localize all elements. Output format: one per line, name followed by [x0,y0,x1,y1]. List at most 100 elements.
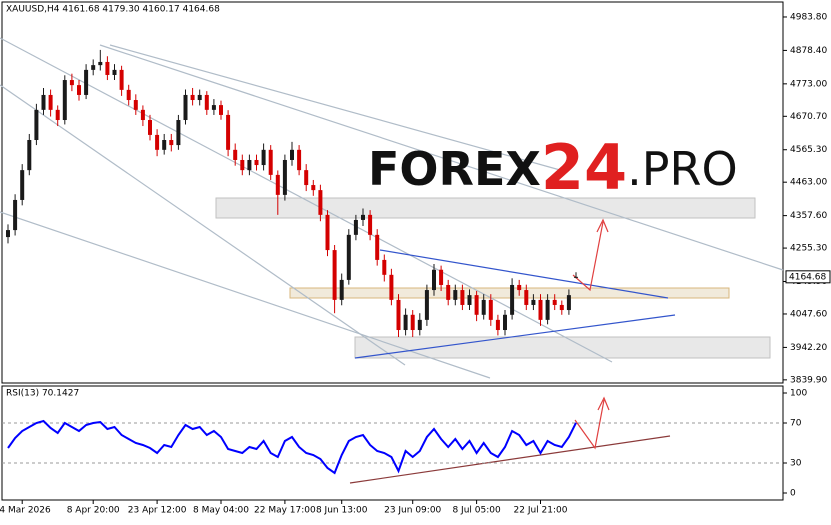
candle-body [481,299,486,315]
x-tick-label: 24 Mar 2026 [0,506,51,516]
candle-body [361,214,365,220]
candle-body [545,299,550,320]
arrow [574,399,605,450]
x-tick-label: 8 Jul 05:00 [452,506,501,516]
trend-line [354,314,676,359]
x-tick-label: 23 Apr 12:00 [128,506,187,516]
candle-body [282,159,287,195]
candle-body [48,94,53,110]
rsi-line [7,419,577,475]
candle-body [91,65,96,70]
candle-body [297,149,302,171]
candle-body [27,139,32,171]
candle-body [566,295,571,311]
y-tick-label: 4047.60 [790,309,827,319]
candle-body [382,259,387,275]
candle-body [574,276,578,278]
y-tick-label: 4878.40 [790,46,827,56]
candle-body [524,290,529,305]
arrow-head [597,396,610,411]
y-tick-label: 3839.90 [790,375,827,385]
main-panel [1,1,784,384]
candle-body [140,109,145,121]
x-tick-label: 23 Jun 09:00 [384,506,441,516]
rsi-panel [1,385,784,501]
y-tick-label: 100 [790,389,807,399]
candle-body [417,319,422,331]
candle-body [353,219,358,235]
candle-body [254,159,259,166]
candle-body [197,94,202,101]
y-tick-label: 4255.30 [790,244,827,254]
candle-body [13,199,18,231]
zone [289,287,730,299]
candle-body [84,69,89,95]
trend-line [109,44,561,171]
candle-body [495,319,500,331]
candle-body [98,61,103,66]
candle-body [190,94,195,101]
candle-body [311,185,316,191]
y-tick-label: 30 [790,459,802,469]
candle-body [148,120,152,135]
candle-body [183,94,188,121]
candle-body [318,190,323,215]
last-price-box [785,270,831,284]
candle-body [133,100,138,110]
candle-body [290,149,294,160]
trend-line [379,249,669,299]
watermark: FOREX24.PRO [368,131,738,204]
candle-body [275,174,280,195]
arrow [572,221,604,292]
candle-body [396,299,401,331]
candle-body [375,234,380,260]
candle-body [503,314,507,331]
candle-body [126,89,131,101]
candle-body [77,85,81,95]
candle-body [467,295,472,305]
chart-title: XAUUSD,H4 4161.68 4179.30 4160.17 4164.6… [6,5,220,15]
candle-body [41,94,46,110]
candle-body [20,170,25,200]
candle-body [325,214,330,251]
y-tick-label: 70 [790,419,802,429]
trend-line [0,84,406,366]
x-tick-label: 8 Apr 20:00 [67,506,120,516]
candle-body [204,94,209,110]
y-tick-label: 4670.70 [790,112,827,122]
arrow-head [596,218,609,233]
candle-body [112,69,117,75]
candle-body [240,159,245,171]
candle-body [531,299,536,305]
candle-body [339,279,344,300]
y-tick-label: 4357.60 [790,211,827,221]
candle-body [105,61,110,75]
candle-body [62,80,67,121]
candle-body [488,299,493,320]
candle-body [559,304,564,311]
candle-body [332,250,337,300]
candle-body [439,269,444,285]
y-tick-label: 0 [790,489,796,499]
candle-body [403,314,408,331]
candle-body [69,80,74,86]
candle-body [346,234,351,280]
y-tick-label: 3942.20 [790,343,827,353]
candle-body [368,214,373,235]
candle-body [432,269,436,291]
candle-body [474,295,479,315]
candle-body [176,120,181,146]
y-tick-label: 4983.80 [790,12,827,22]
candle-body [304,170,309,186]
trend-line [0,37,613,363]
candle-body [55,109,60,121]
y-tick-label: 4463.00 [790,178,827,188]
y-tick-label: 4565.30 [790,145,827,155]
candle-body [389,274,394,300]
candle-body [247,159,252,171]
candle-body [453,290,458,300]
rsi-trend-line [349,435,671,484]
candle-body [510,284,515,315]
candle-body [162,139,167,150]
